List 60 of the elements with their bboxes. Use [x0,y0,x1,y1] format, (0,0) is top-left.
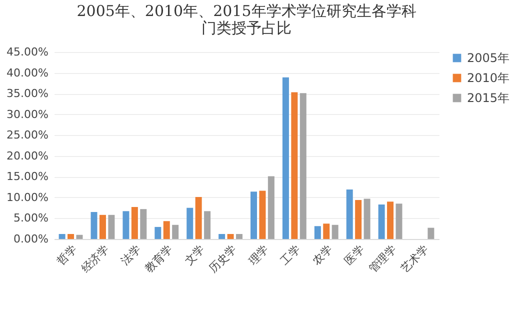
x-tick-label: 管理学 [366,242,399,276]
x-tick-label: 教育学 [142,242,176,276]
bar [428,228,434,239]
y-tick-label: 5.00% [14,212,48,225]
x-tick-label: 历史学 [206,242,240,276]
x-tick-label: 医学 [342,242,367,268]
y-tick-label: 30.00% [6,108,48,121]
bar [236,234,242,239]
bar [58,234,66,239]
bar [218,234,226,239]
bar [122,211,130,239]
bar [355,200,362,239]
legend-label: 2015年 [467,91,510,105]
bar [68,234,74,239]
bar [378,204,385,239]
bar [250,192,258,239]
bar [323,224,330,239]
bar [172,224,179,239]
y-tick-label: 20.00% [6,149,48,162]
x-tick-label: 哲学 [54,242,80,268]
y-tick-label: 25.00% [6,128,48,142]
x-tick-label: 经济学 [78,242,112,276]
bar [99,214,106,239]
x-tick-label: 农学 [310,242,335,268]
bar [186,208,194,239]
bar [396,204,402,239]
bar [195,197,202,239]
x-tick-label: 文学 [182,242,208,268]
x-tick-label: 法学 [118,242,144,268]
legend-label: 2005年 [467,51,510,65]
legend-label: 2010年 [467,71,510,85]
bar [364,198,370,239]
chart-title: 2005年、2010年、2015年学术学位研究生各学科门类授予占比 [76,2,416,37]
y-tick-label: 15.00% [6,170,48,184]
bar [140,209,147,239]
bar [90,212,98,239]
y-tick-label: 45.00% [6,46,48,58]
bar [268,176,274,239]
bar [227,234,234,239]
bar [259,190,266,239]
bar [314,226,321,239]
bar [291,92,298,239]
x-tick-label: 工学 [278,242,303,268]
bar [108,214,115,239]
bar [76,234,83,239]
y-tick-label: 40.00% [6,66,48,80]
y-tick-label: 35.00% [6,87,48,100]
bar [131,207,138,239]
bar [282,77,289,239]
x-tick-label: 艺术学 [398,242,431,276]
x-tick-label: 理学 [246,242,271,268]
bar [154,226,162,239]
bar [332,224,338,239]
bar [163,221,170,239]
bar [346,190,353,239]
bar [387,202,394,239]
bar [204,211,211,239]
y-tick-label: 0.00% [14,232,48,246]
bar [300,93,306,239]
y-tick-label: 10.00% [6,190,48,204]
